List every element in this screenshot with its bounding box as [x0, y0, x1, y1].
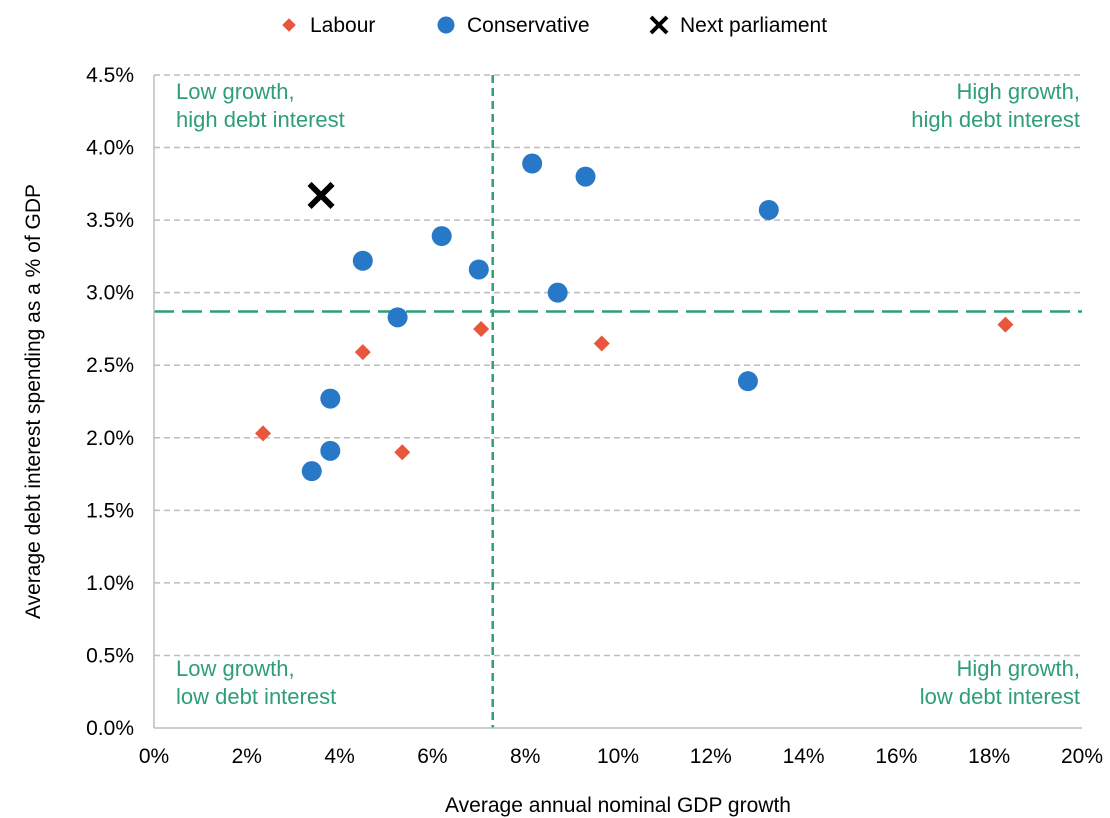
labour-point [255, 425, 272, 442]
y-tick-label: 4.0% [86, 137, 134, 160]
legend: Labour Conservative Next parliament [282, 14, 827, 37]
legend-label-conservative: Conservative [467, 14, 590, 37]
y-tick-label: 0.0% [86, 717, 134, 740]
legend-label-next-parliament: Next parliament [680, 14, 827, 37]
x-axis-title: Average annual nominal GDP growth [445, 794, 791, 817]
legend-item-next-parliament: Next parliament [649, 14, 827, 37]
labour-point [354, 344, 371, 361]
y-tick-label: 1.0% [86, 572, 134, 595]
conservative-point [575, 166, 596, 187]
gridlines [154, 74, 1082, 657]
x-tick-label: 10% [597, 745, 639, 768]
x-tick-label: 2% [232, 745, 262, 768]
conservative-point [320, 388, 341, 409]
y-tick-label: 1.5% [86, 499, 134, 522]
conservative-point [468, 259, 489, 280]
x-tick-label: 4% [324, 745, 354, 768]
conservative-point [758, 199, 779, 220]
labour-point [997, 316, 1014, 333]
conservative-point [387, 307, 408, 328]
axes: 0.0% 0.5% 1.0% 1.5% 2.0% 2.5% 3.0% 3.5% 4.0% 4.5%… [86, 64, 1103, 768]
y-tick-label: 4.5% [86, 64, 134, 87]
reference-lines [154, 75, 1082, 728]
labour-point [473, 320, 490, 337]
x-tick-label: 14% [783, 745, 825, 768]
annotation-bottom-left: Low growth, low debt interest [176, 656, 336, 709]
labour-point [394, 444, 411, 461]
x-tick-label: 8% [510, 745, 540, 768]
y-tick-label: 3.5% [86, 209, 134, 232]
legend-marker-next-parliament [649, 15, 669, 35]
legend-marker-labour [282, 18, 296, 32]
x-tick-label: 16% [875, 745, 917, 768]
x-tick-label: 12% [690, 745, 732, 768]
conservative-point [547, 282, 568, 303]
y-tick-label: 2.5% [86, 354, 134, 377]
conservative-point [737, 371, 758, 392]
legend-marker-conservative [437, 16, 455, 34]
x-tick-label: 6% [417, 745, 447, 768]
x-tick-label: 18% [968, 745, 1010, 768]
y-tick-label: 2.0% [86, 427, 134, 450]
annotation-bottom-right: High growth, low debt interest [920, 656, 1080, 709]
legend-label-labour: Labour [310, 14, 375, 37]
annotation-top-left: Low growth, high debt interest [176, 79, 345, 132]
conservative-point [320, 440, 341, 461]
conservative-point [352, 250, 373, 271]
next-parliament-point [307, 181, 335, 209]
x-tick-label: 20% [1061, 745, 1103, 768]
y-tick-label: 0.5% [86, 644, 134, 667]
data-points [255, 153, 1014, 482]
labour-point [593, 335, 610, 352]
conservative-point [431, 226, 452, 247]
annotation-top-right: High growth, high debt interest [911, 79, 1080, 132]
legend-item-labour: Labour [282, 14, 375, 37]
x-tick-label: 0% [139, 745, 169, 768]
legend-item-conservative: Conservative [437, 14, 590, 37]
quadrant-labels: Low growth, high debt interest High growth… [176, 79, 1080, 709]
conservative-point [301, 461, 322, 482]
y-tick-label: 3.0% [86, 282, 134, 305]
conservative-point [522, 153, 543, 174]
y-axis-title: Average debt interest spending as a % of… [22, 184, 45, 619]
